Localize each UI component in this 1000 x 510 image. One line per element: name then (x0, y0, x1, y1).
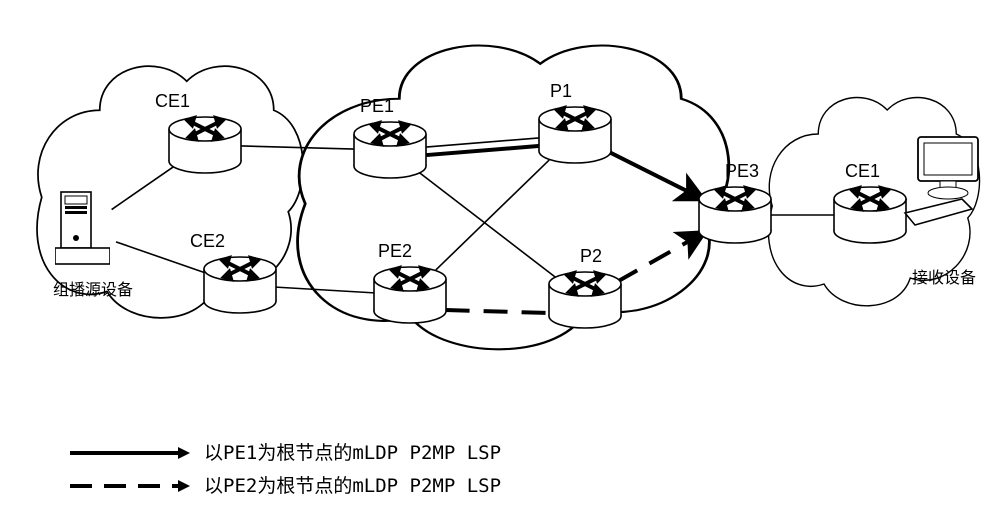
label-PE2: PE2 (378, 241, 412, 262)
node-CE1r (830, 175, 910, 245)
node-CE1 (165, 105, 245, 175)
label-source: 组播源设备 (53, 276, 133, 300)
node-source (55, 190, 110, 270)
node-CE2 (200, 245, 280, 315)
legend-text-pe1: 以PE1为根节点的mLDP P2MP LSP (204, 438, 501, 465)
node-PE3 (695, 175, 775, 245)
label-receiver: 接收设备 (912, 264, 976, 288)
label-CE1r: CE1 (845, 161, 880, 182)
node-P1 (535, 95, 615, 165)
node-P2 (545, 260, 625, 330)
label-CE1: CE1 (155, 91, 190, 112)
node-receiver (900, 135, 995, 225)
legend-row: 以PE2为根节点的mLDP P2MP LSP (70, 471, 501, 498)
stage: 组播源设备 CE1 CE2 PE1 PE2 P1 P2 PE3 CE1 接收设备 以PE1为根节… (0, 0, 1000, 510)
label-P2: P2 (580, 246, 602, 267)
label-CE2: CE2 (190, 231, 225, 252)
legend-text-pe2: 以PE2为根节点的mLDP P2MP LSP (204, 471, 501, 498)
cloud-middle (298, 46, 729, 350)
label-PE1: PE1 (360, 96, 394, 117)
legend-swatch-pe2 (70, 477, 190, 493)
legend: 以PE1为根节点的mLDP P2MP LSP 以PE2为根节点的mLDP P2M… (70, 432, 501, 498)
node-PE2 (370, 255, 450, 325)
legend-row: 以PE1为根节点的mLDP P2MP LSP (70, 438, 501, 465)
node-PE1 (350, 110, 430, 180)
label-PE3: PE3 (725, 161, 759, 182)
label-P1: P1 (550, 81, 572, 102)
legend-swatch-pe1 (70, 444, 190, 460)
